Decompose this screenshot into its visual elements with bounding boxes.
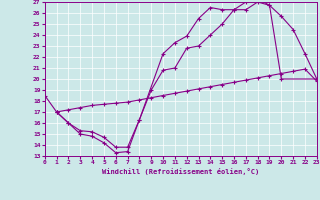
X-axis label: Windchill (Refroidissement éolien,°C): Windchill (Refroidissement éolien,°C) bbox=[102, 168, 260, 175]
